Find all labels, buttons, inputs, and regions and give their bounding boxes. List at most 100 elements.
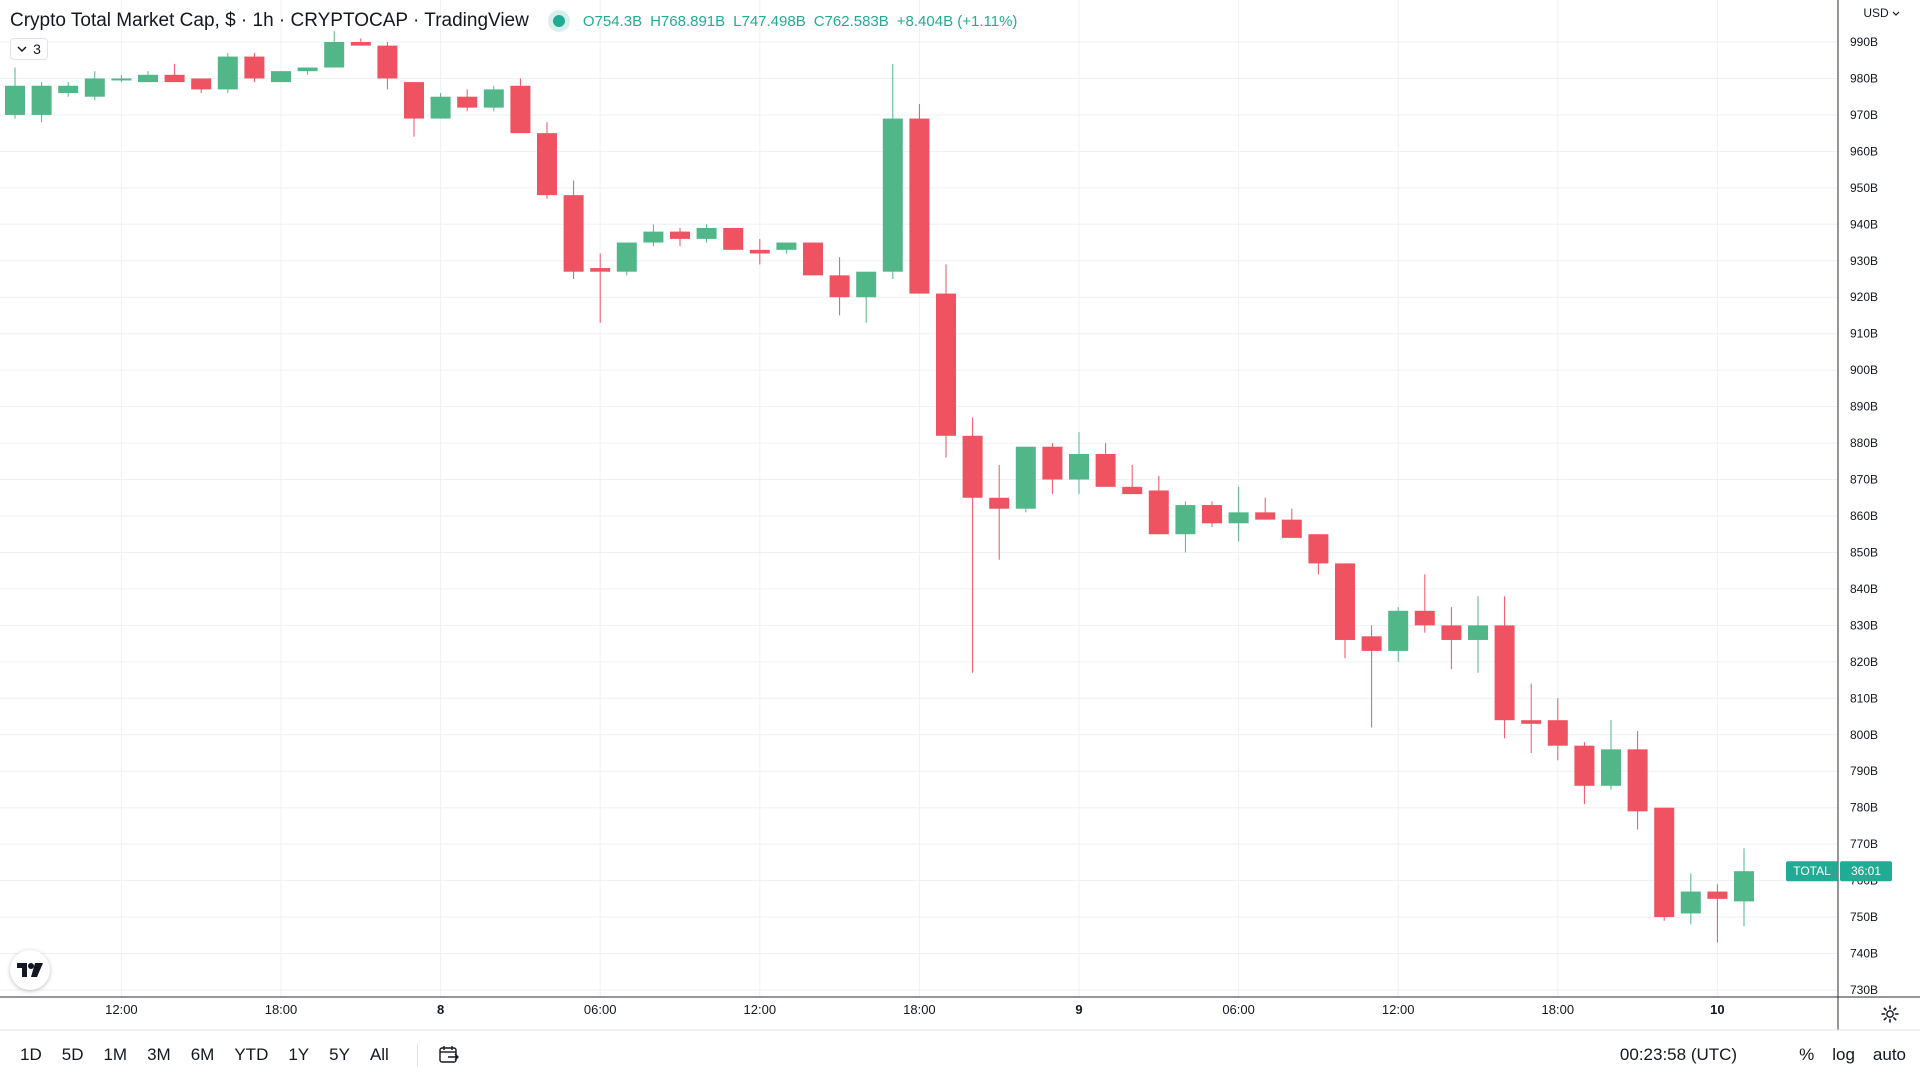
- candle: [909, 103, 930, 294]
- candle-body: [909, 118, 930, 294]
- currency-label: USD: [1863, 6, 1889, 20]
- legend-close: C762.583B: [813, 12, 889, 30]
- candle: [1308, 534, 1329, 575]
- y-tick-label: 800B: [1850, 728, 1878, 742]
- candle: [1122, 464, 1143, 495]
- range-6m-button[interactable]: 6M: [190, 1045, 215, 1064]
- candle-body: [1627, 749, 1648, 812]
- y-tick-label: 890B: [1850, 400, 1878, 414]
- candle-body: [58, 85, 79, 94]
- candle: [829, 257, 850, 316]
- candle: [1494, 596, 1515, 739]
- candle: [1627, 731, 1648, 830]
- log-scale-toggle[interactable]: log: [1832, 1045, 1855, 1064]
- candle: [803, 242, 823, 276]
- candle-body: [882, 118, 903, 272]
- y-tick-label: 770B: [1850, 837, 1878, 851]
- candle-body: [1654, 807, 1675, 918]
- calendar-goto-icon[interactable]: [438, 1045, 460, 1065]
- candle-body: [723, 227, 744, 250]
- y-tick-label: 950B: [1850, 181, 1878, 195]
- range-1y-button[interactable]: 1Y: [288, 1045, 310, 1064]
- y-tick-label: 730B: [1850, 983, 1878, 997]
- candles: [5, 31, 1754, 943]
- candle-body: [776, 242, 797, 250]
- range-1m-button[interactable]: 1M: [103, 1045, 128, 1064]
- candle-body: [84, 78, 105, 97]
- range-all-button[interactable]: All: [369, 1045, 389, 1064]
- candle-body: [537, 133, 557, 196]
- candle-body: [324, 42, 345, 68]
- indicators-toggle-button[interactable]: 3: [10, 38, 48, 60]
- chevron-down-icon: [17, 45, 27, 52]
- candle-body: [1175, 505, 1196, 535]
- candle-body: [1574, 745, 1595, 786]
- y-tick-label: 860B: [1850, 509, 1878, 523]
- candle-body: [1281, 519, 1302, 538]
- candle-body: [1707, 891, 1728, 899]
- calendar-goto-glyph: [439, 1046, 459, 1063]
- candle-body: [1308, 534, 1329, 564]
- candle: [1015, 446, 1036, 513]
- y-tick-label: 810B: [1850, 691, 1878, 705]
- percent-scale-toggle[interactable]: %: [1799, 1045, 1815, 1064]
- y-tick-label: 900B: [1850, 363, 1878, 377]
- range-1d-button[interactable]: 1D: [20, 1045, 42, 1064]
- candle-body: [1095, 454, 1116, 487]
- candle: [1255, 497, 1276, 520]
- bottom-toolbar: 1D 5D 1M 3M 6M YTD 1Y 5Y All 00:23:58 (U…: [0, 1030, 1920, 1080]
- candle: [31, 82, 52, 123]
- chart-settings-button[interactable]: [1880, 1004, 1900, 1029]
- chart-legend: Crypto Total Market Cap, $ · 1h · CRYPTO…: [10, 8, 1025, 34]
- candle-body: [1069, 454, 1089, 480]
- candle: [643, 224, 664, 247]
- candle-body: [244, 56, 265, 79]
- candle-body: [1202, 505, 1222, 524]
- x-tick-label: 12:00: [105, 1002, 138, 1017]
- legend-low: L747.498B: [733, 12, 806, 30]
- candle: [563, 180, 584, 279]
- candle: [111, 74, 132, 83]
- candle-body: [1042, 446, 1063, 480]
- y-tick-label: 870B: [1850, 473, 1878, 487]
- candle: [244, 52, 265, 83]
- y-tick-label: 960B: [1850, 144, 1878, 158]
- candle-body: [457, 96, 478, 108]
- tradingview-logo-icon[interactable]: [10, 950, 50, 990]
- chart-title[interactable]: Crypto Total Market Cap, $ · 1h · CRYPTO…: [10, 10, 529, 31]
- candle: [1468, 596, 1488, 673]
- market-status-icon[interactable]: [552, 15, 565, 27]
- legend-change: +8.404B (+1.11%): [896, 12, 1018, 30]
- candle: [670, 227, 690, 247]
- gear-icon: [1881, 1005, 1899, 1023]
- utc-clock[interactable]: 00:23:58 (UTC): [1619, 1045, 1738, 1064]
- candle-body: [1547, 720, 1568, 746]
- candle: [58, 82, 79, 97]
- candle: [430, 93, 451, 119]
- candle-body: [191, 78, 212, 90]
- range-3m-button[interactable]: 3M: [147, 1045, 171, 1064]
- currency-selector[interactable]: USD: [1863, 6, 1900, 20]
- candle: [483, 85, 504, 112]
- candle-body: [271, 71, 291, 83]
- x-tick-label: 06:00: [584, 1002, 617, 1017]
- candle: [1414, 574, 1435, 633]
- chevron-down-icon: [1892, 11, 1900, 16]
- candle-body: [1122, 486, 1143, 495]
- auto-scale-toggle[interactable]: auto: [1872, 1045, 1906, 1064]
- range-ytd-button[interactable]: YTD: [234, 1045, 269, 1064]
- candle-body: [483, 89, 504, 108]
- candle-body: [217, 56, 238, 90]
- range-5d-button[interactable]: 5D: [61, 1045, 84, 1064]
- candle: [1042, 443, 1063, 495]
- range-5y-button[interactable]: 5Y: [329, 1045, 350, 1064]
- candle-body: [510, 85, 531, 134]
- candle-body: [1361, 636, 1382, 651]
- candle: [696, 224, 717, 243]
- candle-body: [1734, 871, 1754, 902]
- candle: [776, 242, 797, 254]
- candle: [1095, 443, 1116, 487]
- y-tick-label: 820B: [1850, 655, 1878, 669]
